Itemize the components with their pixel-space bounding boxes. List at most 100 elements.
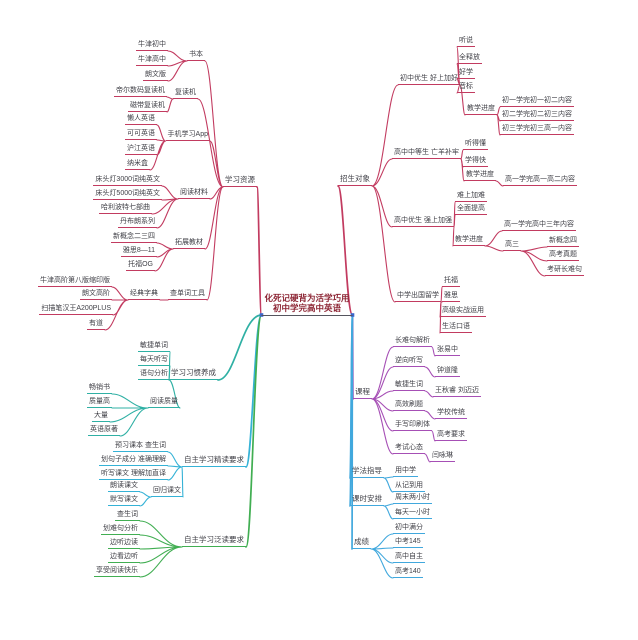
mindmap-node[interactable]: 英语原著	[88, 425, 120, 436]
mindmap-node[interactable]: 大量	[92, 411, 110, 422]
mindmap-node[interactable]: 经典字典	[128, 289, 160, 300]
branch-label[interactable]: 自主学习精读要求	[182, 455, 246, 467]
mindmap-node[interactable]: 难上加难	[455, 191, 487, 202]
mindmap-node[interactable]: 扫描笔汉王A200PLUS	[39, 304, 113, 315]
mindmap-node[interactable]: 长难句解析	[393, 336, 432, 347]
mindmap-node[interactable]: 张易中	[435, 345, 460, 356]
mindmap-node[interactable]: 查生词	[115, 510, 140, 521]
mindmap-node[interactable]: 磁带复读机	[128, 101, 167, 112]
mindmap-node[interactable]: 丹布朗系列	[118, 217, 157, 228]
mindmap-node[interactable]: 闫咏琳	[430, 451, 455, 462]
mindmap-node[interactable]: 阅读材料	[178, 188, 210, 199]
mindmap-node[interactable]: 高三	[503, 240, 521, 251]
mindmap-node[interactable]: 高级实战运用	[440, 306, 486, 317]
mindmap-node[interactable]: 懒人英语	[125, 114, 157, 125]
mindmap-node[interactable]: 学校传统	[435, 408, 467, 419]
mindmap-node[interactable]: 教学进度	[464, 170, 496, 181]
branch-label[interactable]: 学习习惯养成	[169, 368, 218, 380]
mindmap-node[interactable]: 听说	[457, 36, 475, 47]
mindmap-node[interactable]: 初二学完初二初三内容	[500, 110, 574, 121]
branch-label[interactable]: 学习资源	[223, 175, 257, 187]
mindmap-node[interactable]: 默写课文	[108, 495, 140, 506]
mindmap-node[interactable]: 新概念四	[547, 236, 579, 247]
mindmap-node[interactable]: 朗读课文	[108, 481, 140, 492]
mindmap-node[interactable]: 听得懂	[463, 139, 488, 150]
mindmap-node[interactable]: 逆向听写	[393, 356, 425, 367]
mindmap-node[interactable]: 语句分析	[138, 369, 170, 380]
mindmap-node[interactable]: 高中中等生 亡羊补牢	[392, 148, 461, 159]
mindmap-node[interactable]: 朗文高阶	[80, 289, 112, 300]
mindmap-node[interactable]: 王秋睿 刘迈迈	[433, 386, 481, 397]
mindmap-node[interactable]: 好学	[457, 68, 475, 79]
mindmap-node[interactable]: 全面提高	[455, 204, 487, 215]
mindmap-node[interactable]: 每天听写	[138, 355, 170, 366]
branch-label[interactable]: 自主学习泛读要求	[182, 535, 246, 547]
mindmap-node[interactable]: 雅思8—11	[120, 246, 157, 257]
mindmap-node[interactable]: 中考145	[393, 537, 423, 548]
mindmap-node[interactable]: 敏捷生词	[393, 380, 425, 391]
mindmap-node[interactable]: 教学进度	[465, 104, 497, 115]
mindmap-node[interactable]: 牛津高中	[136, 55, 168, 66]
mindmap-node[interactable]: 手机学习App	[165, 130, 210, 141]
mindmap-node[interactable]: 考研长难句	[545, 265, 584, 276]
mindmap-node[interactable]: 查单词工具	[168, 289, 207, 300]
mindmap-node[interactable]: 畅销书	[87, 383, 112, 394]
central-topic[interactable]: 化死记硬背为活学巧用 初中学完高中英语	[261, 293, 353, 316]
mindmap-node[interactable]: 高中优生 强上加强	[392, 216, 454, 227]
mindmap-node[interactable]: 周末两小时	[393, 493, 432, 504]
mindmap-node[interactable]: 享受阅读快乐	[94, 566, 140, 577]
mindmap-node[interactable]: 边听边读	[108, 538, 140, 549]
mindmap-node[interactable]: 拓展教材	[173, 238, 205, 249]
mindmap-node[interactable]: 划句子成分 准确理解	[99, 455, 168, 466]
mindmap-node[interactable]: 高考140	[393, 567, 423, 578]
mindmap-node[interactable]: 床头灯5000词纯英文	[93, 189, 162, 200]
mindmap-node[interactable]: 中学出国留学	[395, 291, 441, 302]
fold-dot[interactable]	[350, 313, 355, 317]
mindmap-node[interactable]: 高考真题	[547, 250, 579, 261]
mindmap-node[interactable]: 钟道隆	[435, 366, 460, 377]
mindmap-node[interactable]: 新概念二三四	[111, 232, 157, 243]
mindmap-node[interactable]: 纳米盒	[125, 159, 150, 170]
mindmap-node[interactable]: 考试心态	[393, 443, 425, 454]
mindmap-node[interactable]: 听写课文 理解加直译	[99, 469, 168, 480]
mindmap-node[interactable]: 回归课文	[151, 486, 183, 497]
mindmap-node[interactable]: 帝尔数码复读机	[114, 86, 167, 97]
mindmap-node[interactable]: 哈利波特七部曲	[99, 203, 152, 214]
mindmap-node[interactable]: 书本	[187, 50, 205, 61]
mindmap-node[interactable]: 教学进度	[453, 235, 485, 246]
mindmap-node[interactable]: 学得快	[463, 156, 488, 167]
mindmap-node[interactable]: 预习课本 查生词	[113, 441, 168, 452]
mindmap-node[interactable]: 高考要求	[435, 430, 467, 441]
mindmap-node[interactable]: 从记到用	[393, 481, 425, 492]
mindmap-node[interactable]: 每天一小时	[393, 508, 432, 519]
mindmap-node[interactable]: 全释放	[457, 53, 482, 64]
mindmap-node[interactable]: 手写印刷体	[393, 420, 432, 431]
branch-label[interactable]: 课程	[353, 387, 372, 399]
mindmap-node[interactable]: 复读机	[173, 88, 198, 99]
mindmap-node[interactable]: 用中学	[393, 466, 418, 477]
mindmap-node[interactable]: 初一学完初一初二内容	[500, 96, 574, 107]
branch-label[interactable]: 成绩	[352, 537, 371, 549]
mindmap-node[interactable]: 初中优生 好上加好	[398, 74, 460, 85]
mindmap-node[interactable]: 沪江英语	[125, 144, 157, 155]
mindmap-node[interactable]: 床头灯3000词纯英文	[93, 175, 162, 186]
mindmap-node[interactable]: 托福OG	[126, 260, 155, 271]
mindmap-node[interactable]: 阅读质量	[148, 397, 180, 408]
mindmap-node[interactable]: 高一学完高一高二内容	[503, 175, 577, 186]
mindmap-node[interactable]: 高一学完高中三年内容	[502, 220, 576, 231]
mindmap-node[interactable]: 质量高	[87, 397, 112, 408]
mindmap-node[interactable]: 雅思	[442, 291, 460, 302]
branch-label[interactable]: 学法指导	[350, 466, 384, 478]
mindmap-node[interactable]: 初三学完初三高一内容	[500, 124, 574, 135]
branch-label[interactable]: 招生对象	[338, 174, 372, 186]
mindmap-node[interactable]: 牛津初中	[136, 40, 168, 51]
mindmap-node[interactable]: 高中自主	[393, 552, 425, 563]
mindmap-node[interactable]: 边看边听	[108, 552, 140, 563]
mindmap-node[interactable]: 朗文版	[143, 70, 168, 81]
mindmap-node[interactable]: 牛津高阶第八版缩印版	[38, 276, 112, 287]
mindmap-node[interactable]: 可可英语	[125, 129, 157, 140]
mindmap-node[interactable]: 敏捷单词	[138, 341, 170, 352]
branch-label[interactable]: 课时安排	[350, 494, 384, 506]
mindmap-node[interactable]: 有道	[87, 319, 105, 330]
mindmap-node[interactable]: 托福	[442, 276, 460, 287]
